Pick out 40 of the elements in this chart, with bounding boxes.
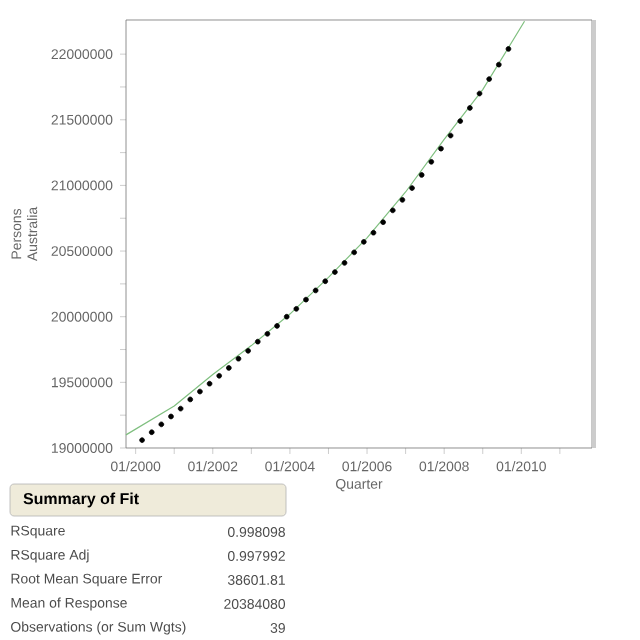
point bbox=[148, 429, 155, 436]
point bbox=[293, 306, 300, 312]
point bbox=[332, 269, 338, 275]
point bbox=[447, 132, 454, 139]
point bbox=[370, 229, 377, 236]
point bbox=[312, 287, 319, 294]
point bbox=[168, 413, 174, 420]
point bbox=[245, 348, 251, 354]
point bbox=[380, 219, 386, 225]
point bbox=[409, 185, 415, 191]
point bbox=[418, 172, 425, 178]
point bbox=[505, 46, 512, 52]
point bbox=[361, 239, 367, 245]
point bbox=[177, 405, 184, 412]
point bbox=[139, 437, 145, 443]
point bbox=[486, 76, 492, 82]
point bbox=[197, 388, 203, 395]
point bbox=[341, 260, 348, 266]
point bbox=[351, 249, 357, 256]
point bbox=[254, 338, 261, 345]
point bbox=[187, 396, 194, 403]
point bbox=[496, 61, 502, 68]
point bbox=[457, 118, 464, 124]
point bbox=[158, 421, 165, 428]
point bbox=[303, 296, 309, 303]
point bbox=[226, 365, 232, 371]
line-series bbox=[125, 20, 526, 436]
point bbox=[476, 90, 483, 97]
point bbox=[428, 158, 435, 165]
point bbox=[322, 278, 329, 285]
point bbox=[438, 145, 444, 152]
point bbox=[274, 323, 280, 329]
point bbox=[389, 207, 396, 214]
point bbox=[283, 313, 290, 320]
point bbox=[467, 105, 473, 111]
point bbox=[264, 330, 271, 337]
point bbox=[216, 373, 222, 379]
point bbox=[235, 355, 242, 362]
point bbox=[206, 380, 213, 387]
point bbox=[399, 197, 406, 203]
